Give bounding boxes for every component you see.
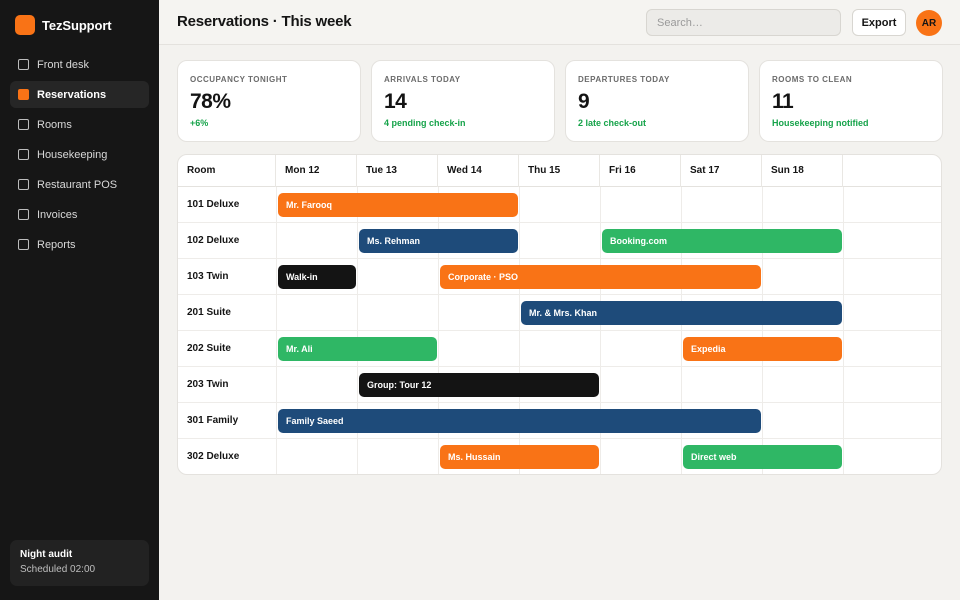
reservation-bar[interactable]: Expedia (683, 337, 842, 361)
sidebar-item-reports[interactable]: Reports (10, 231, 149, 258)
sidebar-item-reservations[interactable]: Reservations (10, 81, 149, 108)
search-input[interactable] (646, 9, 841, 36)
checkbox-icon (18, 119, 29, 130)
room-name: 203 Twin (187, 379, 229, 390)
column-header-day[interactable]: Sun 18 (762, 155, 843, 187)
sidebar-item-invoices[interactable]: Invoices (10, 201, 149, 228)
stat-card: OCCUPANCY TONIGHT 78% +6% (177, 60, 361, 142)
sidebar-item-rooms[interactable]: Rooms (10, 111, 149, 138)
calendar-header: Room Mon 12 Tue 13 Wed 14 Thu 15 Fri 16 Sat 17… (178, 155, 941, 187)
sidebar-item-restaurant-pos[interactable]: Restaurant POS (10, 171, 149, 198)
stat-label: ROOMS TO CLEAN (772, 75, 853, 84)
room-row: 302 Deluxe (178, 439, 941, 474)
brand-logo-icon (15, 15, 35, 35)
sidebar-item-label: Housekeeping (37, 148, 108, 161)
reservation-bar[interactable]: Booking.com (602, 229, 842, 253)
reservation-bar[interactable]: Family Saeed (278, 409, 761, 433)
stat-note: 2 late check-out (578, 118, 647, 128)
night-audit-title: Night audit (20, 549, 73, 560)
room-name: 102 Deluxe (187, 235, 240, 246)
checkbox-icon (18, 209, 29, 220)
column-header-day[interactable]: Tue 13 (357, 155, 438, 187)
room-name: 302 Deluxe (187, 451, 240, 462)
reservation-bar[interactable]: Walk-in (278, 265, 356, 289)
room-row: 102 Deluxe (178, 223, 941, 259)
sidebar-item-label: Reports (37, 238, 76, 251)
column-header-day[interactable]: Wed 14 (438, 155, 519, 187)
stats-row: OCCUPANCY TONIGHT 78% +6% ARRIVALS TODAY 14 4… (177, 60, 943, 142)
stat-card: DEPARTURES TODAY 9 2 late check-out (565, 60, 749, 142)
reservation-bar[interactable]: Corporate · PSO (440, 265, 761, 289)
stat-value: 14 (384, 90, 407, 113)
night-audit-schedule: Scheduled 02:00 (20, 564, 96, 575)
checkbox-icon (18, 239, 29, 250)
stat-note: +6% (190, 118, 209, 128)
room-row: 103 Twin (178, 259, 941, 295)
stat-label: DEPARTURES TODAY (578, 75, 670, 84)
reservation-bar[interactable]: Group: Tour 12 (359, 373, 599, 397)
sidebar-item-label: Front desk (37, 58, 89, 71)
sidebar-item-label: Invoices (37, 208, 78, 221)
room-name: 101 Deluxe (187, 199, 240, 210)
room-row: 101 Deluxe (178, 187, 941, 223)
stat-label: OCCUPANCY TONIGHT (190, 75, 288, 84)
sidebar-nav: Front desk Reservations Rooms Housekeeping R… (10, 51, 149, 261)
checkbox-icon (18, 59, 29, 70)
sidebar-item-front-desk[interactable]: Front desk (10, 51, 149, 78)
checkbox-icon (18, 89, 29, 100)
room-row: 202 Suite (178, 331, 941, 367)
sidebar-item-label: Rooms (37, 118, 72, 131)
sidebar-item-label: Restaurant POS (37, 178, 118, 191)
room-name: 201 Suite (187, 307, 231, 318)
reservation-bar[interactable]: Direct web (683, 445, 842, 469)
stat-note: 4 pending check-in (384, 118, 466, 128)
sidebar-item-housekeeping[interactable]: Housekeeping (10, 141, 149, 168)
reservation-bar[interactable]: Mr. Farooq (278, 193, 518, 217)
sidebar-item-label: Reservations (37, 88, 107, 101)
night-audit-card[interactable]: Night audit Scheduled 02:00 (10, 540, 149, 586)
stat-value: 9 (578, 90, 590, 113)
brand[interactable]: TezSupport (15, 15, 112, 35)
stat-card: ARRIVALS TODAY 14 4 pending check-in (371, 60, 555, 142)
stat-value: 78% (190, 90, 231, 113)
column-header-day[interactable]: Fri 16 (600, 155, 681, 187)
user-avatar[interactable]: AR (916, 10, 942, 36)
stat-value: 11 (772, 90, 794, 113)
room-row: 203 Twin (178, 367, 941, 403)
stat-label: ARRIVALS TODAY (384, 75, 461, 84)
top-bar: Reservations · This week Export AR (159, 0, 960, 45)
checkbox-icon (18, 149, 29, 160)
room-row: 301 Family (178, 403, 941, 439)
room-name: 103 Twin (187, 271, 229, 282)
column-header-day[interactable]: Thu 15 (519, 155, 600, 187)
page-title: Reservations · This week (177, 13, 352, 30)
export-button[interactable]: Export (852, 9, 906, 36)
reservation-bar[interactable]: Ms. Hussain (440, 445, 599, 469)
room-row: 201 Suite (178, 295, 941, 331)
reservation-calendar: Room Mon 12 Tue 13 Wed 14 Thu 15 Fri 16 Sat 17… (177, 154, 942, 475)
reservation-bar[interactable]: Ms. Rehman (359, 229, 518, 253)
column-header-day[interactable]: Mon 12 (276, 155, 357, 187)
sidebar: TezSupport Front desk Reservations Rooms Ho… (0, 0, 159, 600)
room-name: 202 Suite (187, 343, 231, 354)
room-name: 301 Family (187, 415, 239, 426)
column-header-room: Room (178, 155, 276, 187)
column-header-day[interactable]: Sat 17 (681, 155, 762, 187)
brand-name: TezSupport (42, 17, 112, 33)
reservation-bar[interactable]: Mr. & Mrs. Khan (521, 301, 842, 325)
stat-note: Housekeeping notified (772, 118, 869, 128)
checkbox-icon (18, 179, 29, 190)
reservation-bar[interactable]: Mr. Ali (278, 337, 437, 361)
stat-card: ROOMS TO CLEAN 11 Housekeeping notified (759, 60, 943, 142)
